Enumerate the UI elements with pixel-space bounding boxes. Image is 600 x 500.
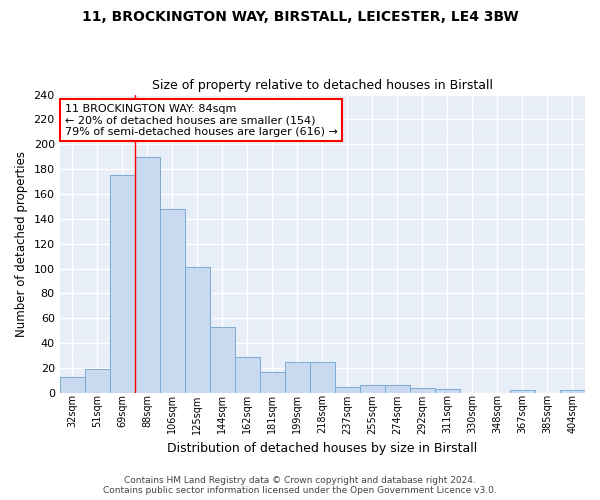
Bar bbox=[235, 356, 260, 393]
Title: Size of property relative to detached houses in Birstall: Size of property relative to detached ho… bbox=[152, 79, 493, 92]
Bar bbox=[385, 386, 410, 393]
Bar bbox=[435, 389, 460, 393]
Bar bbox=[210, 327, 235, 393]
Bar bbox=[110, 176, 135, 393]
Y-axis label: Number of detached properties: Number of detached properties bbox=[15, 150, 28, 336]
X-axis label: Distribution of detached houses by size in Birstall: Distribution of detached houses by size … bbox=[167, 442, 478, 455]
Bar bbox=[360, 386, 385, 393]
Bar bbox=[260, 372, 285, 393]
Bar bbox=[560, 390, 585, 393]
Bar bbox=[160, 209, 185, 393]
Text: Contains HM Land Registry data © Crown copyright and database right 2024.
Contai: Contains HM Land Registry data © Crown c… bbox=[103, 476, 497, 495]
Bar bbox=[85, 369, 110, 393]
Text: 11, BROCKINGTON WAY, BIRSTALL, LEICESTER, LE4 3BW: 11, BROCKINGTON WAY, BIRSTALL, LEICESTER… bbox=[82, 10, 518, 24]
Bar bbox=[335, 386, 360, 393]
Bar bbox=[410, 388, 435, 393]
Text: 11 BROCKINGTON WAY: 84sqm
← 20% of detached houses are smaller (154)
79% of semi: 11 BROCKINGTON WAY: 84sqm ← 20% of detac… bbox=[65, 104, 338, 136]
Bar bbox=[310, 362, 335, 393]
Bar bbox=[510, 390, 535, 393]
Bar bbox=[135, 156, 160, 393]
Bar bbox=[185, 268, 210, 393]
Bar bbox=[285, 362, 310, 393]
Bar bbox=[59, 376, 85, 393]
